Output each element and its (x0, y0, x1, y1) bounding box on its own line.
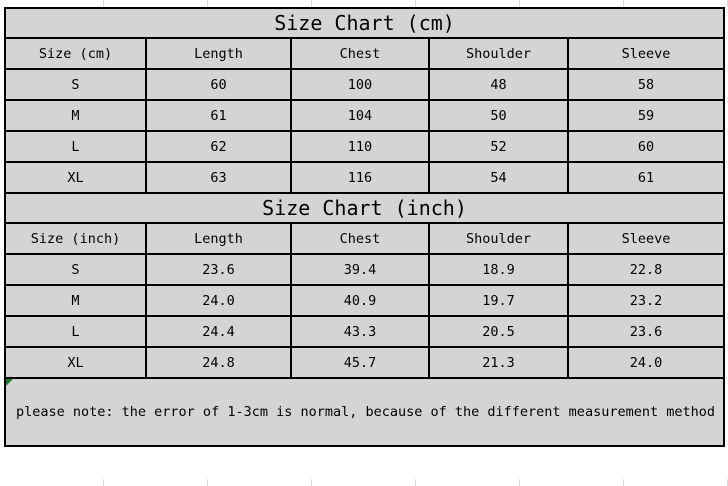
inch-title-row: Size Chart (inch) (3, 192, 726, 224)
size-label-cell: S (4, 253, 147, 286)
size-chart-table: Size Chart (cm) Size (cm) Length Chest Shou… (3, 7, 726, 447)
cm-header-row: Size (cm) Length Chest Shoulder Sleeve (4, 37, 726, 70)
value-cell: 50 (428, 99, 569, 132)
spreadsheet-gridlines-top (0, 0, 728, 7)
table-row: M 61 104 50 59 (4, 99, 726, 132)
table-row: XL 24.8 45.7 21.3 24.0 (4, 346, 726, 379)
value-cell: 20.5 (428, 315, 569, 348)
value-cell: 58 (566, 68, 726, 101)
table-row: L 24.4 43.3 20.5 23.6 (4, 315, 726, 348)
value-cell: 24.4 (145, 315, 292, 348)
value-cell: 54 (428, 161, 569, 194)
size-label-cell: M (4, 284, 147, 317)
note-text: please note: the error of 1-3cm is norma… (16, 404, 715, 420)
value-cell: 45.7 (290, 346, 430, 379)
column-header: Chest (290, 37, 430, 70)
table-row: M 24.0 40.9 19.7 23.2 (4, 284, 726, 317)
value-cell: 23.6 (566, 315, 726, 348)
size-label-cell: L (4, 315, 147, 348)
inch-header-row: Size (inch) Length Chest Shoulder Sleeve (4, 222, 726, 255)
value-cell: 24.0 (566, 346, 726, 379)
column-header: Size (inch) (4, 222, 147, 255)
value-cell: 19.7 (428, 284, 569, 317)
value-cell: 40.9 (290, 284, 430, 317)
cm-table-title: Size Chart (cm) (3, 7, 726, 39)
value-cell: 62 (145, 130, 292, 163)
table-row: XL 63 116 54 61 (4, 161, 726, 194)
value-cell: 61 (566, 161, 726, 194)
value-cell: 43.3 (290, 315, 430, 348)
spreadsheet-gridlines-bottom (0, 479, 728, 486)
column-header: Sleeve (566, 222, 726, 255)
value-cell: 110 (290, 130, 430, 163)
table-row: S 60 100 48 58 (4, 68, 726, 101)
cm-section: Size Chart (cm) Size (cm) Length Chest Shou… (3, 7, 726, 70)
value-cell: 23.6 (145, 253, 292, 286)
column-header: Length (145, 222, 292, 255)
inch-section: Size Chart (inch) Size (inch) Length Chest… (3, 192, 726, 255)
value-cell: 22.8 (566, 253, 726, 286)
note-cell: please note: the error of 1-3cm is norma… (3, 377, 726, 447)
size-label-cell: XL (4, 346, 147, 379)
value-cell: 63 (145, 161, 292, 194)
inch-rows: S 23.6 39.4 18.9 22.8 M 24.0 40.9 19.7 23.2 L 24.4 4… (4, 253, 726, 379)
value-cell: 21.3 (428, 346, 569, 379)
value-cell: 61 (145, 99, 292, 132)
column-header: Shoulder (428, 222, 569, 255)
column-header: Size (cm) (4, 37, 147, 70)
value-cell: 52 (428, 130, 569, 163)
value-cell: 39.4 (290, 253, 430, 286)
column-header: Length (145, 37, 292, 70)
column-header: Sleeve (566, 37, 726, 70)
note-row: please note: the error of 1-3cm is norma… (3, 377, 726, 447)
cm-rows: S 60 100 48 58 M 61 104 50 59 L 62 110 52 60 XL 63 116 54 6… (4, 68, 726, 194)
value-cell: 48 (428, 68, 569, 101)
column-header: Chest (290, 222, 430, 255)
size-label-cell: L (4, 130, 147, 163)
size-label-cell: XL (4, 161, 147, 194)
value-cell: 24.8 (145, 346, 292, 379)
value-cell: 60 (566, 130, 726, 163)
table-row: L 62 110 52 60 (4, 130, 726, 163)
cm-title-row: Size Chart (cm) (3, 7, 726, 39)
table-row: S 23.6 39.4 18.9 22.8 (4, 253, 726, 286)
value-cell: 23.2 (566, 284, 726, 317)
error-indicator-icon (7, 380, 13, 386)
note-section: please note: the error of 1-3cm is norma… (3, 377, 726, 447)
value-cell: 60 (145, 68, 292, 101)
inch-table-title: Size Chart (inch) (3, 192, 726, 224)
column-header: Shoulder (428, 37, 569, 70)
size-label-cell: M (4, 99, 147, 132)
value-cell: 24.0 (145, 284, 292, 317)
value-cell: 100 (290, 68, 430, 101)
value-cell: 59 (566, 99, 726, 132)
size-label-cell: S (4, 68, 147, 101)
value-cell: 104 (290, 99, 430, 132)
value-cell: 116 (290, 161, 430, 194)
value-cell: 18.9 (428, 253, 569, 286)
